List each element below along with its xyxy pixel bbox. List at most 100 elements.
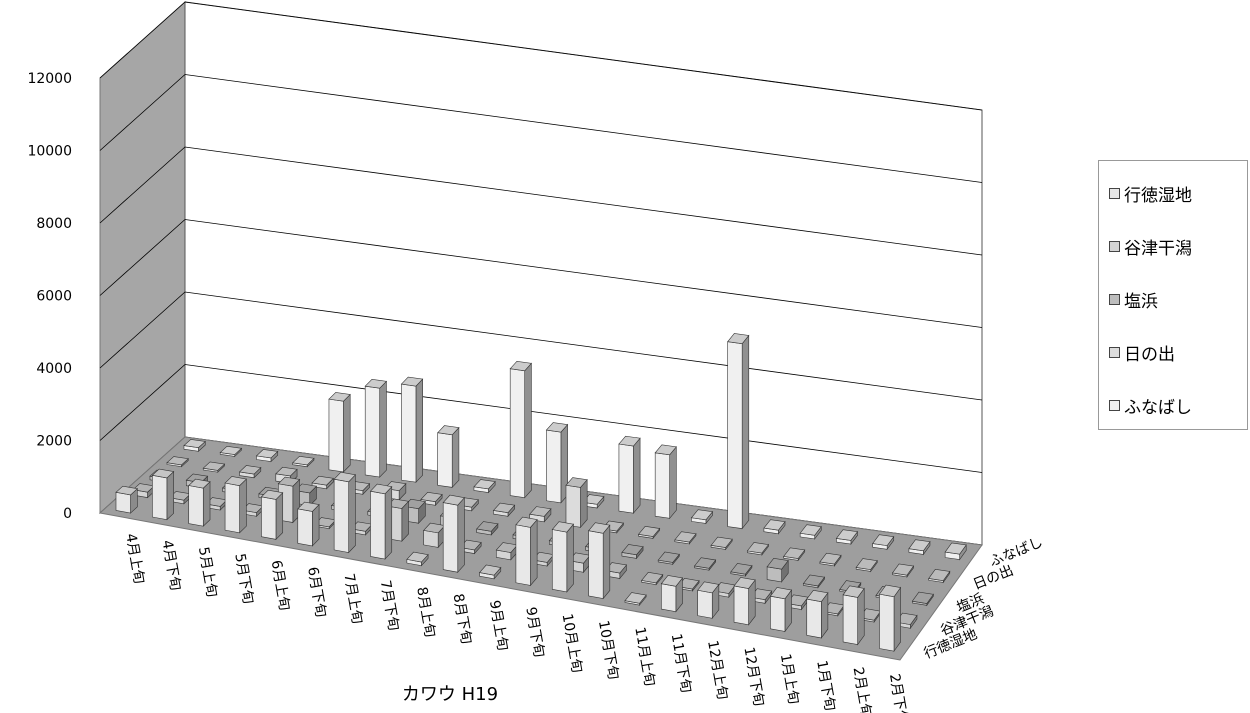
bar (674, 531, 697, 545)
bar (492, 502, 516, 518)
bar (733, 577, 756, 626)
y-tick-label: 12000 (27, 71, 72, 87)
x-tick-label: 10月下旬 (595, 619, 621, 681)
x-tick-label: 8月下旬 (450, 592, 475, 645)
bar (459, 539, 482, 555)
bar (677, 578, 700, 592)
bar (822, 602, 845, 617)
bar (911, 591, 934, 607)
bar (835, 529, 859, 545)
bar (641, 571, 664, 586)
bar (693, 557, 717, 571)
bar (769, 587, 793, 633)
legend-label: 谷津干潟 (1124, 239, 1192, 259)
legend-label: ふなばし (1124, 398, 1192, 418)
bar (545, 422, 569, 504)
bar (565, 477, 588, 529)
bar (515, 516, 538, 587)
bar (895, 612, 918, 630)
bar (275, 466, 298, 484)
bar (806, 589, 829, 639)
bar (802, 574, 826, 589)
x-tick-label: 4月下旬 (159, 539, 184, 592)
x-tick-label: 11月上旬 (631, 626, 657, 688)
bar (690, 509, 714, 525)
bar (908, 539, 931, 556)
bar (224, 476, 248, 534)
bar (238, 465, 262, 479)
bar (842, 585, 865, 646)
bar (369, 483, 393, 560)
bar (855, 558, 878, 573)
x-tick-label: 12月上旬 (704, 639, 730, 701)
bar (618, 435, 641, 514)
x-tick-label: 11月下旬 (668, 632, 694, 694)
y-tick-label: 0 (63, 506, 72, 522)
legend-item: 塩浜 (1109, 287, 1158, 312)
bar (115, 485, 138, 514)
y-tick-label: 10000 (27, 144, 72, 160)
bar (328, 392, 351, 473)
chart-title: カワウ H19 (401, 684, 499, 705)
y-tick-label: 6000 (36, 289, 72, 305)
chart-floor (98, 436, 983, 661)
gridline (99, 74, 983, 183)
bar (297, 501, 320, 547)
bar (292, 455, 315, 468)
bar (364, 379, 388, 478)
bar (437, 425, 460, 489)
legend-label: 行徳湿地 (1124, 186, 1192, 206)
bar (202, 461, 226, 473)
legend: 行徳湿地谷津干潟塩浜日の出ふなばし (1098, 160, 1248, 430)
bar (710, 536, 733, 551)
x-tick-label: 7月下旬 (377, 579, 402, 632)
legend-swatch (1109, 294, 1120, 305)
bar (624, 592, 647, 606)
gridline (99, 146, 983, 256)
x-tick-label: 1月上旬 (777, 653, 802, 706)
x-tick-label: 2月下旬 (886, 673, 911, 713)
x-tick-label: 6月下旬 (304, 566, 329, 619)
gridline (99, 291, 983, 401)
bar (727, 333, 750, 530)
legend-item: 日の出 (1109, 340, 1175, 365)
bar (166, 456, 189, 468)
legend-item: 行徳湿地 (1109, 181, 1192, 206)
bar (311, 475, 334, 490)
bar (891, 563, 915, 578)
x-tick-label: 5月下旬 (231, 552, 256, 605)
x-tick-label: 2月上旬 (850, 666, 875, 713)
gridline (99, 1, 983, 111)
bar (423, 522, 446, 549)
bar (637, 526, 661, 540)
bar (872, 534, 895, 551)
bar (588, 522, 611, 600)
x-tick-label: 9月上旬 (486, 599, 511, 652)
legend-item: ふなばし (1109, 393, 1192, 418)
bar (928, 569, 951, 584)
bar (183, 439, 206, 452)
bar (819, 552, 842, 567)
bar (654, 444, 677, 520)
bar (151, 468, 175, 521)
bar (697, 581, 720, 620)
bar (730, 563, 753, 577)
bar (442, 494, 466, 574)
bar (476, 521, 499, 536)
gridline (99, 364, 983, 473)
bar (473, 479, 496, 494)
bar (746, 542, 770, 556)
legend-swatch (1109, 241, 1120, 252)
bar (621, 544, 644, 560)
x-tick-label: 7月上旬 (340, 572, 365, 625)
y-tick-label: 2000 (36, 434, 72, 450)
bar (333, 471, 357, 554)
y-tick-label: 4000 (36, 361, 72, 377)
bar (660, 575, 684, 613)
bar (766, 557, 789, 583)
x-tick-label: 1月下旬 (813, 659, 838, 712)
bar (255, 449, 279, 463)
legend-label: 日の出 (1124, 345, 1175, 365)
bar (878, 584, 902, 653)
